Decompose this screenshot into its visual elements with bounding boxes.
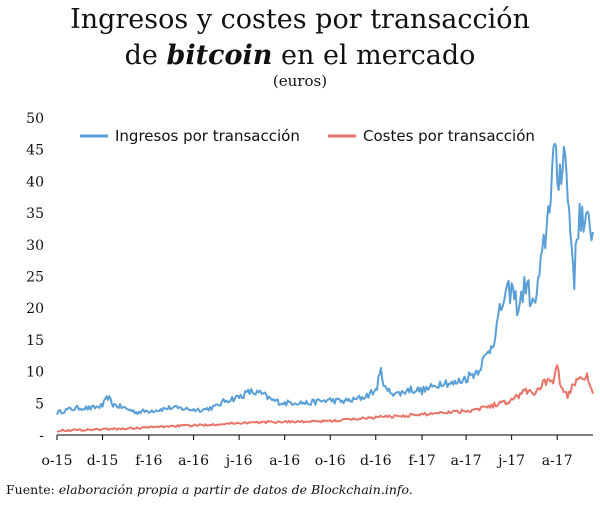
chart-title-emphasis: bitcoin — [166, 40, 273, 71]
source-prefix: Fuente: — [6, 482, 59, 497]
x-tick-label: o-16 — [315, 453, 346, 469]
chart-title-line2: de bitcoin en el mercado — [0, 38, 600, 74]
x-tick-label: a-17 — [451, 453, 482, 469]
y-tick-label: 15 — [26, 333, 44, 349]
chart-title: Ingresos y costes por transacción de bit… — [0, 2, 600, 74]
y-tick-label: 45 — [26, 143, 44, 159]
x-tick-label: a-16 — [178, 453, 209, 469]
chart-subtitle: (euros) — [272, 72, 328, 90]
x-tick-label: j-17 — [496, 453, 525, 469]
x-tick-label: o-15 — [42, 453, 73, 469]
series-line-costes — [56, 364, 594, 433]
x-tick-label: d-16 — [360, 453, 392, 469]
x-tick-label: f-16 — [135, 453, 162, 469]
chart-title-line2-pre: de — [124, 40, 167, 71]
x-tick-label: j-16 — [224, 453, 253, 469]
y-tick-label: 25 — [26, 270, 44, 286]
y-tick-label: 35 — [26, 206, 44, 222]
source-note: Fuente: elaboración propia a partir de d… — [6, 482, 413, 497]
y-tick-label: 30 — [26, 238, 44, 254]
legend-label-ingresos: Ingresos por transacción — [115, 127, 300, 145]
line-chart: - 5 10 15 20 25 30 35 40 45 50 o-15 d-15 f-16 a-16 j-16… — [26, 111, 594, 469]
y-tick-label: 5 — [35, 396, 44, 412]
y-tick-label: 10 — [26, 365, 44, 381]
chart-title-line2-post: en el mercado — [272, 40, 476, 71]
series-line-ingresos — [56, 142, 594, 415]
source-text: elaboración propia a partir de datos de … — [58, 482, 413, 497]
x-tick-label: a-17 — [542, 453, 573, 469]
y-tick-label: 20 — [26, 301, 44, 317]
y-tick-label: 40 — [26, 174, 44, 190]
y-tick-label: 50 — [26, 111, 44, 127]
legend-label-costes: Costes por transacción — [363, 127, 535, 145]
chart-title-line1: Ingresos y costes por transacción — [70, 4, 530, 35]
x-tick-label: a-16 — [269, 453, 300, 469]
x-tick-label: f-17 — [408, 453, 435, 469]
y-tick-label: - — [39, 428, 44, 444]
x-tick-label: d-15 — [87, 453, 119, 469]
